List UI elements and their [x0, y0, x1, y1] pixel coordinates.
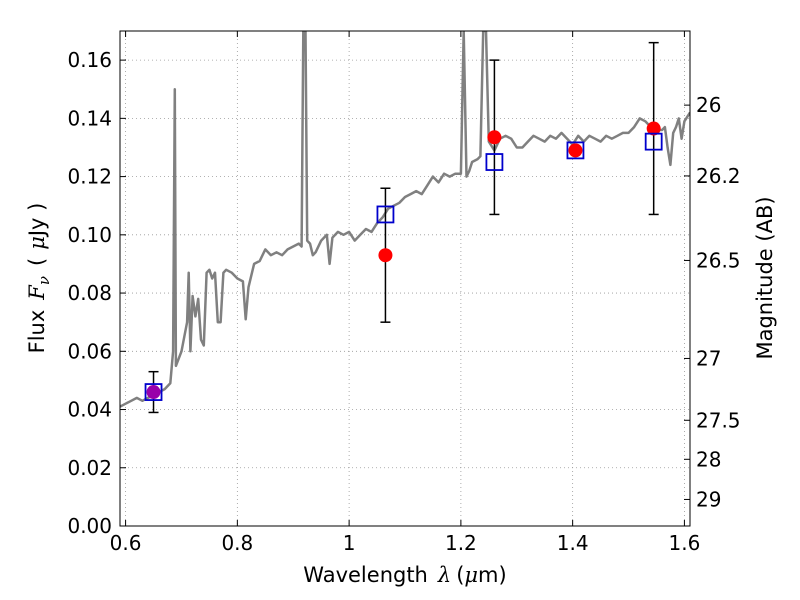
model-point-marker	[376, 205, 395, 224]
y-tick-label: 0.08	[67, 281, 112, 305]
y-tick-label: 0.10	[67, 223, 112, 247]
model-point-marker	[566, 141, 585, 160]
model-point-marker	[644, 132, 663, 151]
y-tick-label: 0.04	[67, 398, 112, 422]
y-axis-title-unit-rest: Jy )	[25, 203, 49, 239]
x-tick-label: 1.4	[557, 531, 589, 555]
y-axis-title: Flux Fν ( μJy )	[25, 203, 53, 354]
spectrum-line	[120, 31, 690, 408]
observed-point-marker	[487, 130, 502, 145]
y-axis-title-prefix: Flux	[25, 310, 49, 354]
y-tick-label: 0.12	[67, 165, 112, 189]
x-axis-title-unit-symbol: μ	[464, 563, 478, 587]
y-axis-title-subscript: ν	[35, 276, 53, 285]
y2-tick-label: 27.5	[696, 408, 741, 432]
y-axis-title-unit-open: (	[25, 258, 49, 266]
observed-point-marker	[378, 248, 393, 263]
x-axis-title-symbol: λ	[437, 563, 451, 587]
y-axis-title-unit-symbol: μ	[25, 236, 49, 250]
plot-content	[120, 31, 690, 414]
y2-tick-label: 26.5	[696, 248, 741, 272]
ticks: 0.6 0.8 1 1.2 1.4 1.6 0.00 0.02 0.04 0.06 0.08 0.10…	[67, 31, 741, 555]
x-tick-label: 0.6	[110, 531, 142, 555]
y2-axis-title: Magnitude (AB)	[753, 196, 777, 359]
y-tick-label: 0.00	[67, 514, 112, 538]
observed-point-marker	[646, 121, 661, 136]
x-axis-title-unit-open: (	[456, 563, 464, 587]
x-axis-title: Wavelength λ (μm)	[303, 563, 506, 587]
y-tick-label: 0.14	[67, 106, 112, 130]
y2-tick-label: 26.2	[696, 164, 741, 188]
y2-tick-label: 28	[696, 447, 721, 471]
y-tick-label: 0.02	[67, 456, 112, 480]
observed-point-marker	[146, 385, 161, 400]
observed-point-marker	[568, 143, 583, 158]
x-tick-label: 0.8	[221, 531, 253, 555]
x-axis-title-unit-rest: m)	[478, 563, 507, 587]
y-tick-label: 0.06	[67, 339, 112, 363]
y2-tick-label: 27	[696, 346, 721, 370]
y2-tick-label: 29	[696, 487, 721, 511]
x-tick-label: 1.6	[669, 531, 701, 555]
y-axis-title-symbol: F	[25, 284, 49, 301]
x-axis-title-prefix: Wavelength	[303, 563, 428, 587]
model-point-marker	[144, 383, 163, 401]
x-tick-label: 1	[343, 531, 356, 555]
model-point-marker	[485, 153, 504, 171]
y2-tick-label: 26	[696, 93, 721, 117]
y-tick-label: 0.16	[67, 48, 112, 72]
plot-frame	[119, 30, 691, 527]
x-tick-label: 1.2	[445, 531, 477, 555]
